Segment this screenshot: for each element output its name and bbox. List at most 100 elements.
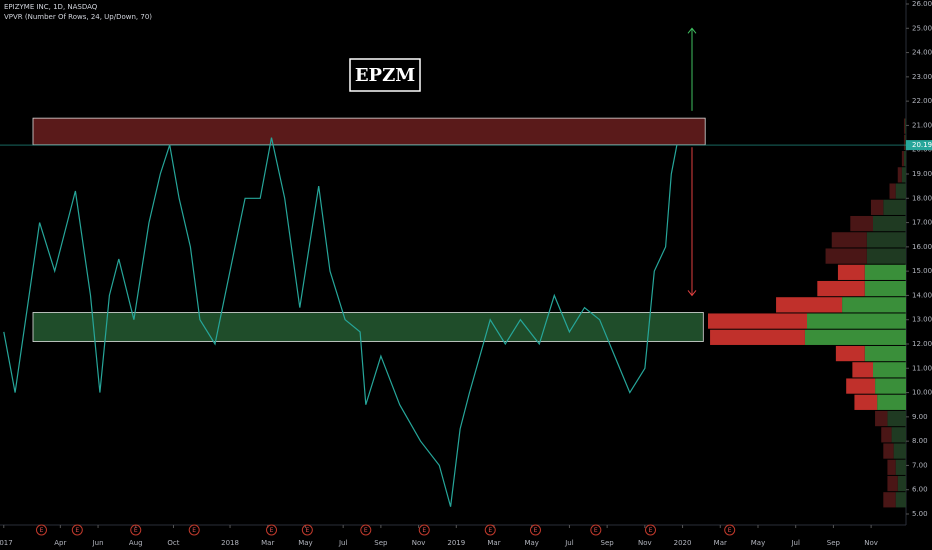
y-tick-label: 23.00 [912,73,932,81]
y-tick-label: 5.00 [912,510,928,518]
arrow-head [687,290,697,297]
earnings-marker [590,524,602,536]
profile-down [837,264,865,280]
x-tick-label: 2020 [674,539,692,547]
title-box [349,58,421,92]
y-tick-label: 13.00 [912,316,932,324]
profile-down [835,345,865,362]
earnings-marker [130,524,142,536]
profile-up [866,232,906,248]
earnings-label: E [364,527,368,534]
earnings-marker [724,524,736,536]
profile-up [877,394,906,410]
x-tick-label: 2019 [447,539,465,547]
profile-down [825,248,867,264]
x-tick-label: Aug [129,539,143,547]
profile-down [887,475,898,492]
x-tick-label: Oct [167,539,179,547]
profile-down [883,492,896,508]
y-tick-label: 15.00 [912,267,932,275]
x-tick-label: Mar [714,539,727,547]
profile-down [903,134,905,150]
profile-up [895,183,906,199]
profile-up [864,264,906,280]
x-tick-label: Jul [338,539,348,547]
profile-down [889,183,896,199]
profile-up [883,199,906,215]
y-tick-label: 22.00 [912,97,932,105]
y-tick-label: 10.00 [912,389,932,397]
earnings-label: E [134,527,138,534]
x-tick-label: May [298,539,312,547]
arrow-head [687,27,697,34]
profile-down [870,199,884,215]
y-tick-label: 21.00 [912,121,932,129]
profile-up [875,378,906,394]
x-tick-label: Jul [790,539,800,547]
profile-up [873,215,906,232]
x-tick-label: 2017 [0,539,13,547]
earnings-label: E [728,527,732,534]
last-price-box [906,140,932,151]
y-tick-label: 12.00 [912,340,932,348]
earnings-label: E [305,527,309,534]
y-tick-label: 6.00 [912,486,928,494]
x-tick-label: 2018 [221,539,239,547]
x-tick-label: May [751,539,765,547]
profile-down [883,443,894,459]
y-tick-label: 25.00 [912,24,932,32]
profile-up [891,427,906,443]
earnings-marker [301,524,313,536]
earnings-label: E [488,527,492,534]
profile-down [776,297,843,313]
x-tick-label: Sep [827,539,841,547]
earnings-marker [645,524,657,536]
y-tick-label: 24.00 [912,49,932,57]
x-tick-label: Mar [487,539,500,547]
profile-down [897,167,902,183]
profile-down [881,427,892,443]
profile-up [897,475,906,492]
profile-up [873,362,906,378]
x-tick-label: Nov [638,539,652,547]
earnings-label: E [422,527,426,534]
x-tick-label: Apr [54,539,66,547]
x-tick-label: Jun [92,539,104,547]
profile-up [895,459,906,475]
y-tick-label: 16.00 [912,243,932,251]
last-price-label: 20.19 [912,141,932,149]
zone [32,312,704,342]
earnings-marker [484,524,496,536]
earnings-label: E [594,527,598,534]
y-tick-label: 19.00 [912,170,932,178]
y-tick-label: 7.00 [912,461,928,469]
profile-down [901,150,904,167]
profile-down [817,280,865,297]
profile-down [850,215,873,232]
earnings-marker [360,524,372,536]
earnings-marker [188,524,200,536]
profile-down [852,362,873,378]
indicator: VPVR (Number Of Rows, 24, Up/Down, 70) [4,13,152,21]
earnings-marker [529,524,541,536]
profile-down [831,232,867,248]
profile-down [875,410,888,427]
profile-down [710,329,805,345]
earnings-marker [418,524,430,536]
x-tick-label: Sep [601,539,615,547]
zone [32,117,706,146]
profile-up [903,150,906,167]
y-tick-label: 9.00 [912,413,928,421]
profile-up [893,443,906,459]
x-tick-label: Sep [374,539,388,547]
chart-title: EPZM [355,65,415,86]
y-tick-label: 26.00 [912,0,932,8]
earnings-marker [71,524,83,536]
profile-up [901,167,906,183]
y-tick-label: 8.00 [912,437,928,445]
symbol: EPIZYME INC, 1D, NASDAQ [4,3,98,11]
profile-up [842,297,906,313]
earnings-label: E [192,527,196,534]
